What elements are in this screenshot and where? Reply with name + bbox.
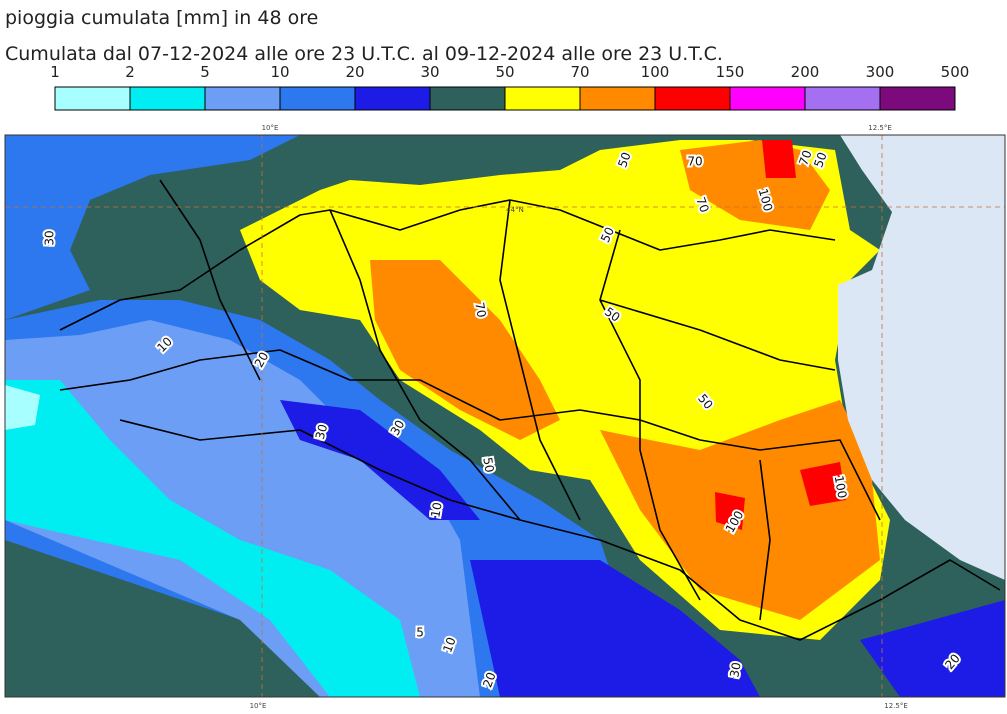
colorbar-label: 2	[125, 63, 135, 81]
colorbar-label: 1	[50, 63, 60, 81]
rain-area	[5, 385, 40, 430]
rain-area	[762, 140, 796, 178]
map-frame	[4, 134, 1006, 698]
contour-label: 10	[428, 501, 444, 518]
rain-area	[370, 260, 560, 440]
rain-area	[800, 462, 846, 506]
colorbar-bin	[729, 86, 806, 111]
colorbar-bin	[54, 86, 131, 111]
colorbar-bin	[429, 86, 506, 111]
colorbar-label: 200	[791, 63, 820, 81]
boundary	[759, 459, 771, 621]
colorbar-label: 50	[495, 63, 514, 81]
boundary	[59, 199, 836, 331]
contour-label: 30	[313, 423, 330, 441]
subtitle: Cumulata dal 07-12-2024 alle ore 23 U.T.…	[5, 43, 723, 65]
lat-label: 44°N	[506, 206, 524, 214]
contour-label: 100	[832, 474, 850, 499]
rain-area	[470, 560, 760, 697]
lon-label: 10°E	[262, 124, 279, 132]
boundary	[599, 299, 836, 371]
lon-label: 10°E	[250, 702, 267, 710]
rain-area	[5, 380, 420, 697]
colorbar-label: 70	[570, 63, 589, 81]
boundary	[329, 209, 521, 521]
colorbar-label: 30	[420, 63, 439, 81]
colorbar-bin	[879, 86, 956, 111]
title: pioggia cumulata [mm] in 48 ore	[5, 7, 318, 29]
colorbar-bin	[654, 86, 731, 111]
colorbar-label: 10	[270, 63, 289, 81]
contour-label: 30	[43, 230, 57, 245]
colorbar-bin	[804, 86, 881, 111]
colorbar-label: 500	[941, 63, 970, 81]
colorbar-label: 100	[641, 63, 670, 81]
colorbar-bin	[204, 86, 281, 111]
rain-area	[280, 400, 480, 520]
colorbar-bin	[504, 86, 581, 111]
contour-label: 50	[480, 456, 496, 473]
colorbar-bin	[279, 86, 356, 111]
colorbar-label: 300	[866, 63, 895, 81]
colorbar-label: 150	[716, 63, 745, 81]
map	[5, 135, 1005, 697]
boundary	[499, 199, 581, 521]
colorbar: 1 2 5 10 20 30 50 70 100 150 200 300 500	[50, 63, 970, 111]
colorbar-label: 20	[345, 63, 364, 81]
rain-area	[5, 135, 300, 320]
sea	[838, 135, 1005, 580]
lon-label: 12.5°E	[868, 124, 892, 132]
contour-label: 5	[416, 626, 424, 640]
contour-label: 70	[472, 301, 488, 318]
contour-label: 30	[727, 661, 743, 678]
colorbar-bin	[354, 86, 431, 111]
boundary	[599, 229, 701, 601]
boundary	[59, 349, 881, 521]
colorbar-label: 5	[200, 63, 210, 81]
colorbar-bin	[579, 86, 656, 111]
colorbar-bin	[129, 86, 206, 111]
rain-area	[715, 492, 745, 530]
boundary	[159, 179, 261, 381]
boundary	[119, 419, 1001, 641]
lon-label: 12.5°E	[884, 702, 908, 710]
rain-area	[860, 600, 1005, 697]
contour-label: 70	[687, 155, 702, 169]
